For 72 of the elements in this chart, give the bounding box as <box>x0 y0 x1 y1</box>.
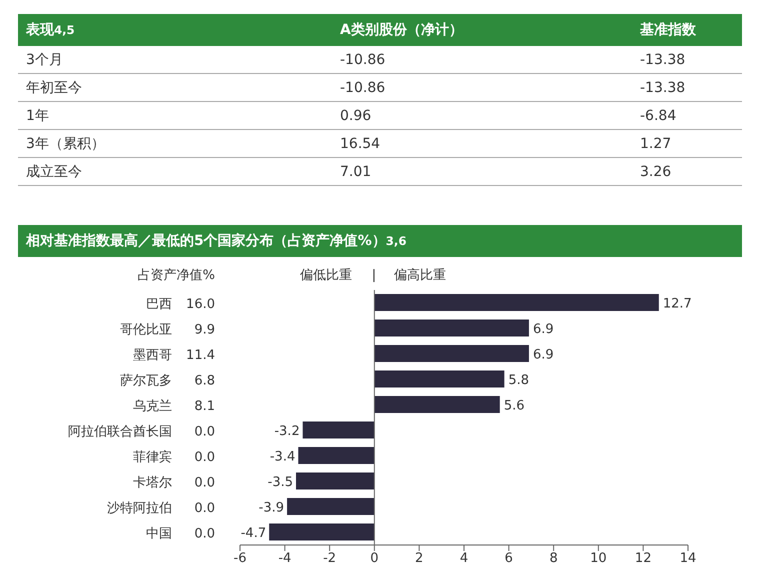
x-tick-label: 6 <box>504 551 513 566</box>
text: 0.0 <box>194 475 215 490</box>
text: 1.27 <box>640 135 672 154</box>
data-label: 6.9 <box>532 322 554 337</box>
text: 1年 <box>26 107 49 126</box>
text: 0.0 <box>194 526 215 542</box>
text: 6.8 <box>194 373 215 388</box>
text: 0.0 <box>194 424 215 440</box>
x-tick-label: -4 <box>278 551 292 566</box>
data-label: 5.6 <box>504 398 525 414</box>
text: 11.4 <box>186 348 215 363</box>
data-label: -3.4 <box>270 450 296 464</box>
x-tick-label: 0 <box>370 551 379 566</box>
text: 偏低比重 <box>300 268 352 283</box>
text: 偏高比重 <box>394 267 446 283</box>
text: 基准指数 <box>640 21 696 40</box>
x-tick-label: 4 <box>460 551 468 566</box>
text: -13.38 <box>640 79 686 98</box>
data-label: -4.7 <box>240 526 266 541</box>
bar <box>374 396 500 413</box>
y-tick-label: 阿拉伯联合酋长国 <box>68 424 172 440</box>
text: 年初至今 <box>26 79 82 98</box>
bar <box>302 422 374 438</box>
bar <box>296 472 374 490</box>
data-label: 5.8 <box>508 373 530 388</box>
bar <box>374 345 529 362</box>
x-tick-label: 8 <box>549 551 558 566</box>
text: -10.86 <box>340 79 386 98</box>
data-label: -3.9 <box>258 500 284 516</box>
x-tick-label: 14 <box>680 551 696 566</box>
y-tick-label: 乌克兰 <box>133 398 172 414</box>
text: 0.0 <box>194 500 215 516</box>
x-tick-label: 12 <box>634 551 652 566</box>
text: 16.0 <box>186 296 215 312</box>
text: 占资产净值% <box>138 268 215 283</box>
x-tick-label: -6 <box>234 551 246 566</box>
y-tick-label: 中国 <box>146 526 172 542</box>
data-label: -3.2 <box>274 424 300 439</box>
text: 成立至今 <box>26 163 82 182</box>
bar <box>374 370 504 388</box>
y-tick-label: 墨西哥 <box>133 348 172 363</box>
bar <box>269 524 374 540</box>
text: -6.84 <box>640 107 676 126</box>
text: 3个月 <box>26 51 63 70</box>
text: 3年（累积） <box>26 135 105 154</box>
text: 8.1 <box>194 398 215 414</box>
text: -13.38 <box>640 51 686 70</box>
data-label: 6.9 <box>532 348 554 362</box>
text: 0.96 <box>340 107 372 126</box>
bar <box>374 320 529 336</box>
text: A类别股份（净计） <box>340 21 463 40</box>
data-label: 12.7 <box>662 296 692 312</box>
text: 0.0 <box>194 450 215 465</box>
text: | <box>372 268 376 283</box>
text: 3.26 <box>640 163 672 182</box>
y-tick-label: 卡塔尔 <box>133 475 172 490</box>
text: 9.9 <box>194 322 215 338</box>
bar <box>374 294 659 311</box>
text: 16.54 <box>340 135 380 154</box>
y-tick-label: 哥伦比亚 <box>120 322 172 338</box>
x-tick-label: 10 <box>590 551 607 566</box>
bar <box>287 498 374 515</box>
y-tick-label: 萨尔瓦多 <box>120 373 172 388</box>
text: 7.01 <box>340 163 372 182</box>
x-tick-label: -2 <box>323 551 336 566</box>
data-label: -3.5 <box>268 475 293 490</box>
bar <box>298 447 374 464</box>
x-tick-label: 2 <box>415 551 424 566</box>
text: -10.86 <box>340 51 386 70</box>
y-tick-label: 菲律宾 <box>133 448 172 465</box>
y-tick-label: 沙特阿拉伯 <box>107 500 172 516</box>
y-tick-label: 巴西 <box>146 296 172 312</box>
